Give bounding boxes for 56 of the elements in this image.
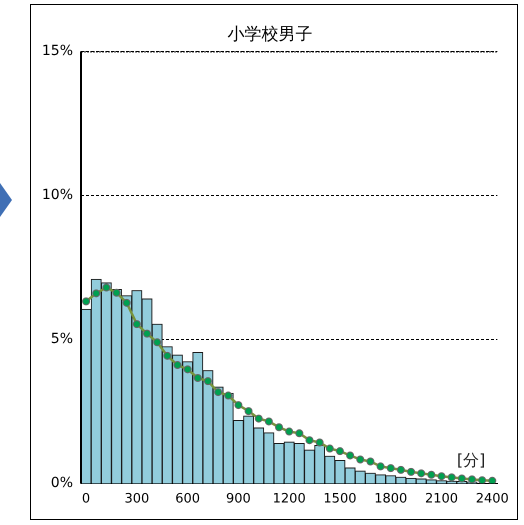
chart-title: 小学校男子 (228, 24, 312, 45)
point (326, 444, 334, 453)
point (153, 338, 162, 346)
point (438, 472, 446, 480)
x-tick-label: 600 (175, 492, 200, 507)
point (184, 365, 192, 374)
point (224, 392, 232, 400)
point (112, 288, 121, 297)
point (122, 298, 131, 307)
x-tick-label: 1200 (272, 492, 306, 507)
point (295, 429, 304, 438)
point (366, 458, 374, 466)
point (214, 388, 222, 396)
point (386, 464, 395, 472)
point (356, 455, 364, 464)
point (458, 474, 466, 483)
x-tick-label: 2100 (424, 492, 458, 507)
point (407, 468, 416, 476)
point (194, 374, 202, 382)
x-tick-label: 2400 (476, 492, 509, 507)
point (468, 475, 476, 484)
point (264, 417, 273, 426)
point (82, 297, 90, 306)
point (336, 447, 344, 456)
point (285, 428, 294, 436)
point (234, 401, 242, 410)
point (132, 320, 141, 328)
y-tick-label: 10% (42, 187, 73, 204)
y-tick-label: 0% (50, 475, 73, 492)
point (396, 466, 405, 474)
point (244, 407, 253, 416)
point (478, 476, 486, 484)
point (204, 377, 212, 386)
x-tick-label: 300 (124, 492, 150, 507)
y-tick-label: 15% (42, 43, 73, 60)
annotation: [分] (456, 450, 486, 470)
point (427, 470, 436, 479)
x-tick-label: 1500 (323, 492, 357, 507)
point (346, 451, 354, 460)
point (102, 284, 110, 292)
point (92, 289, 100, 298)
point (376, 462, 385, 470)
point (173, 361, 182, 370)
x-tick-label: 1800 (374, 492, 408, 507)
x-tick-label: 0 (82, 492, 90, 507)
point (488, 476, 496, 484)
point (275, 423, 284, 432)
point (316, 438, 324, 447)
point (305, 436, 314, 444)
point (448, 473, 456, 482)
point (163, 352, 172, 360)
point (417, 469, 426, 478)
point (254, 414, 263, 423)
point (143, 330, 152, 338)
x-tick-label: 900 (226, 492, 251, 507)
y-tick-label: 5% (50, 331, 73, 348)
